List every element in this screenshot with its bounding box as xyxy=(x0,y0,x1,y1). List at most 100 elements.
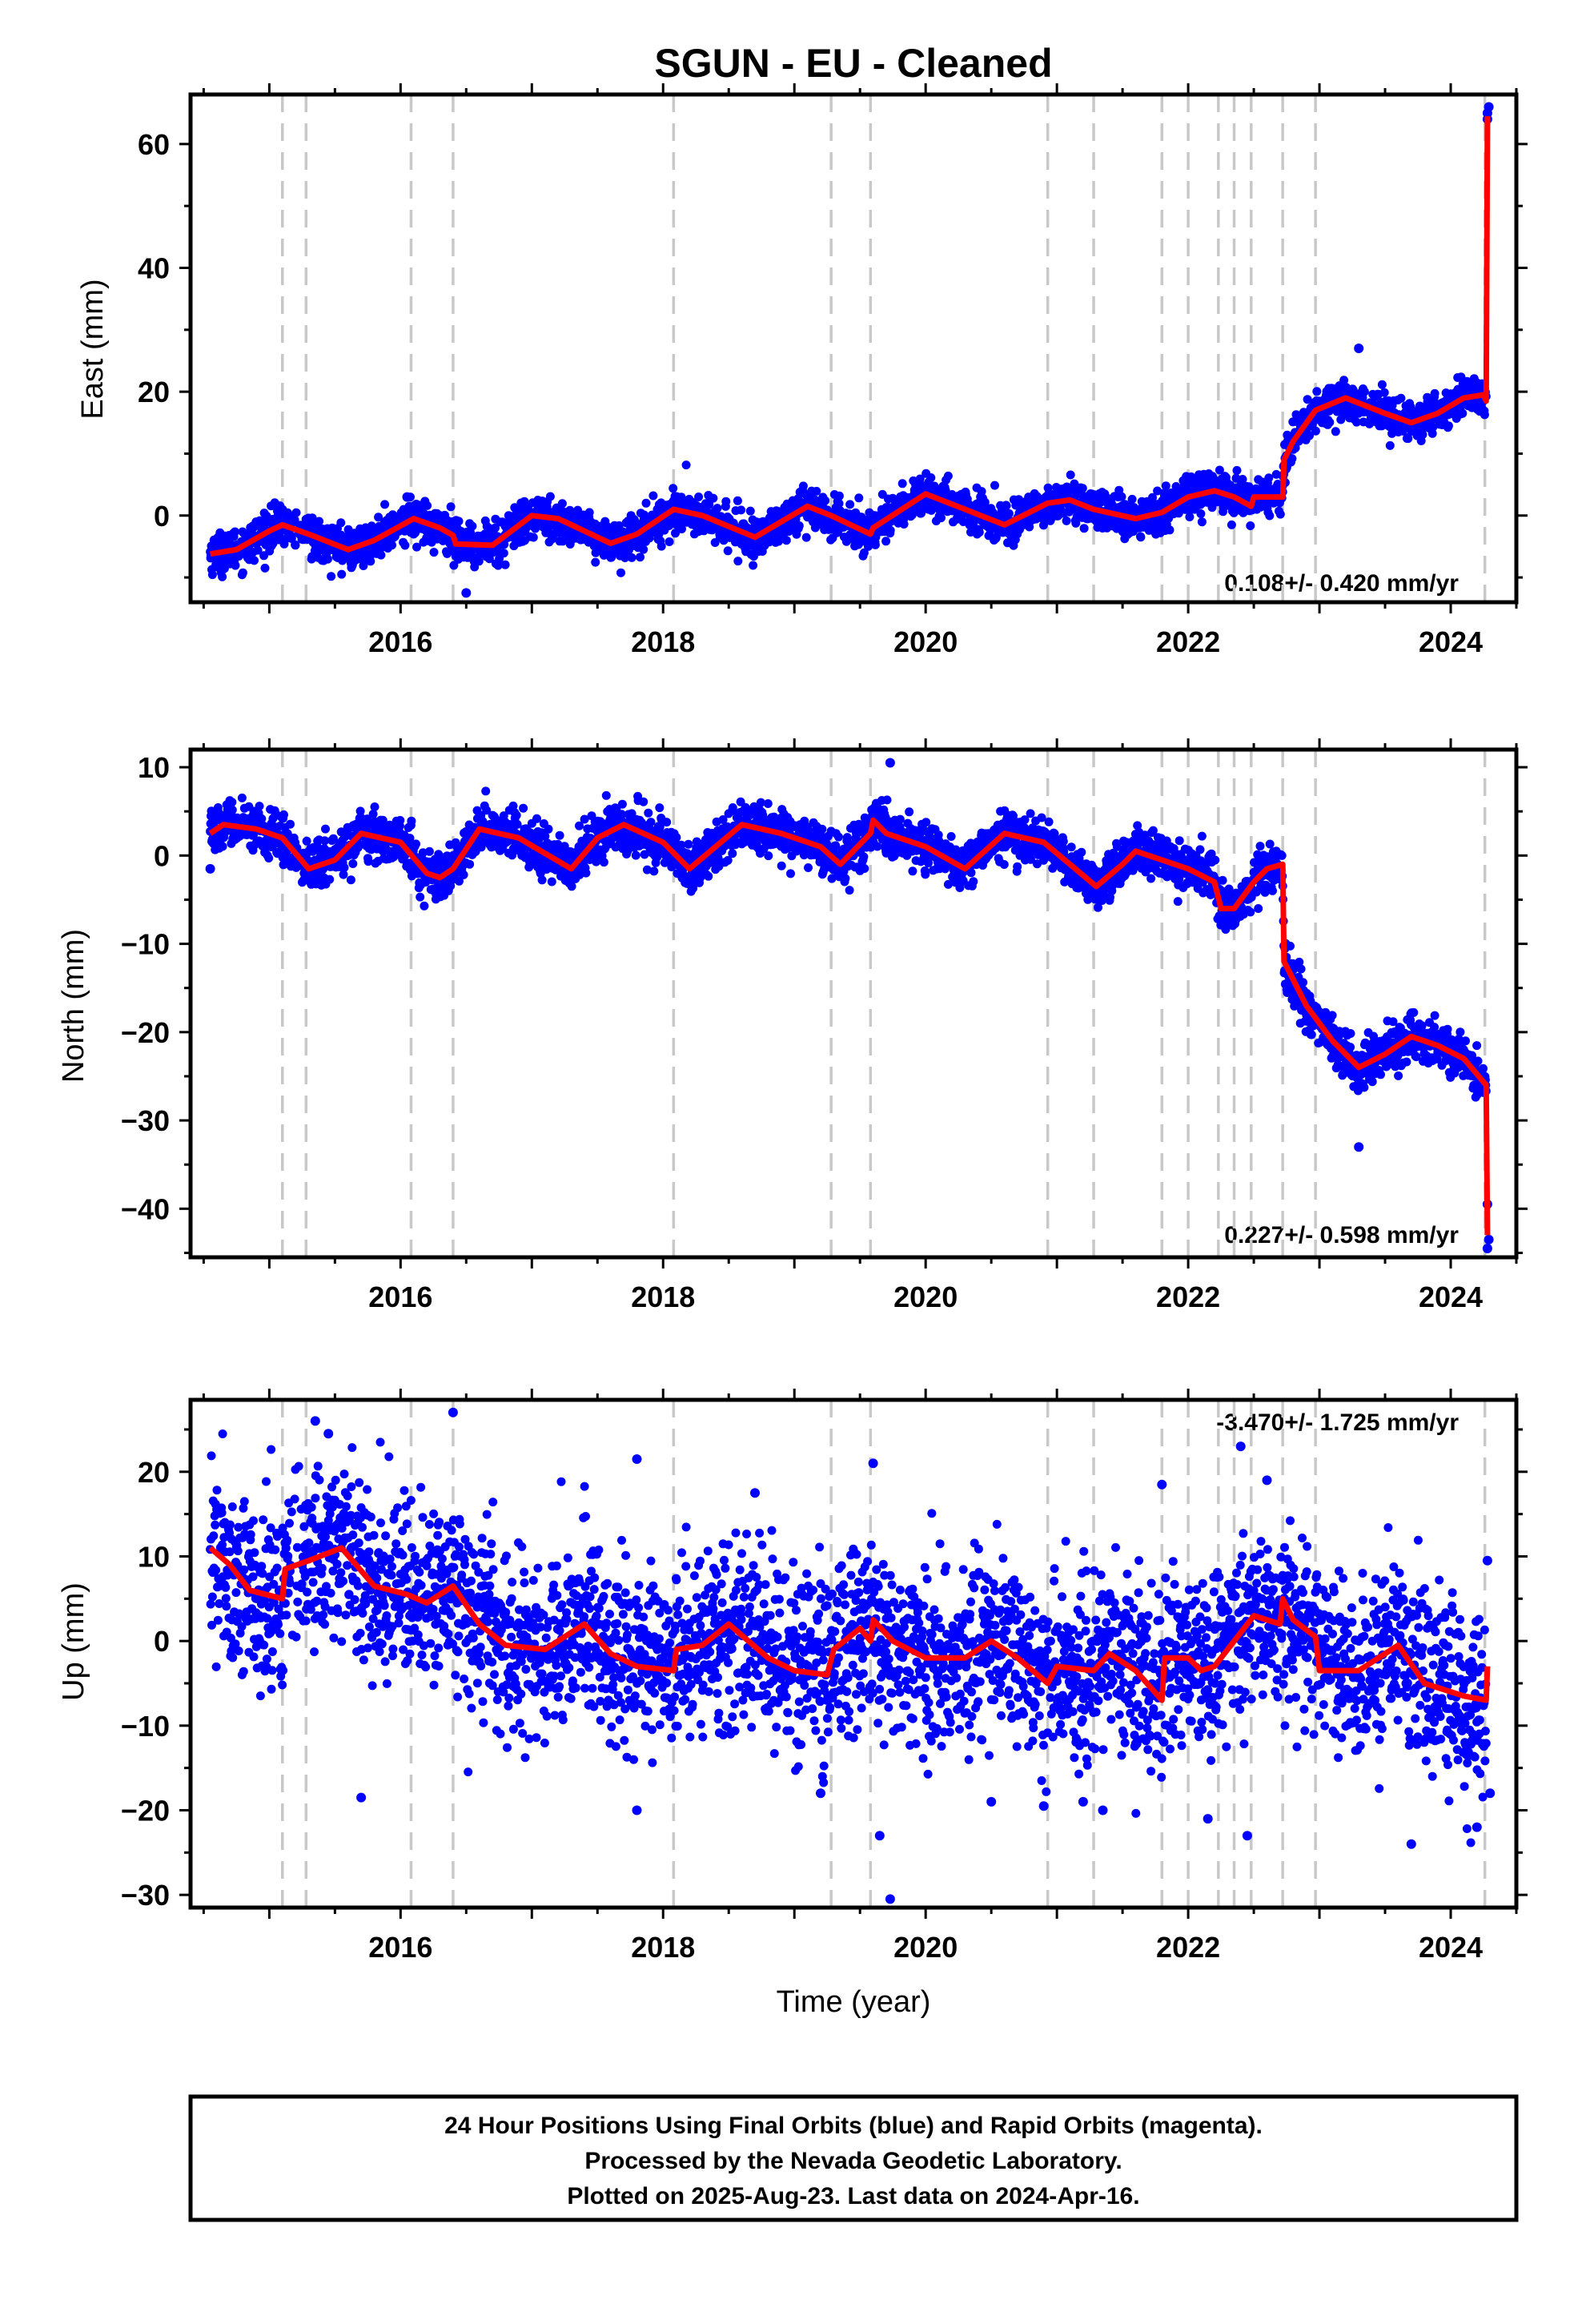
east-data-point xyxy=(784,527,793,537)
east-data-point xyxy=(1428,423,1438,432)
east-data-point xyxy=(380,500,390,509)
east-data-point xyxy=(694,493,704,501)
east-data-point xyxy=(1427,428,1437,438)
east-data-point xyxy=(834,499,844,509)
east-data-point xyxy=(449,561,459,570)
north-data-point xyxy=(639,797,648,806)
east-data-point xyxy=(1196,509,1206,518)
east-data-point xyxy=(639,545,648,554)
east-data-point xyxy=(926,473,936,482)
north-data-point xyxy=(302,836,311,846)
east-data-point xyxy=(1403,434,1413,444)
north-data-point xyxy=(207,806,216,816)
east-data-point xyxy=(881,537,891,546)
east-data-point xyxy=(721,497,731,506)
east-panel: East (mm) 0.108+/- 0.420 mm/yr 2016 2018 2… xyxy=(76,83,1528,658)
east-data-point xyxy=(400,541,410,550)
east-data-point xyxy=(885,525,895,535)
north-data-point xyxy=(459,870,468,879)
north-data-point xyxy=(348,859,358,868)
east-data-point xyxy=(1287,454,1297,464)
east-data-point xyxy=(327,572,336,581)
north-data-point xyxy=(519,803,528,813)
north-data-point xyxy=(416,892,425,902)
east-data-point xyxy=(336,518,346,528)
east-data-point xyxy=(627,553,636,562)
east-data-point xyxy=(937,513,946,523)
east-data-point xyxy=(474,557,484,566)
east-x-tick-label: 2022 xyxy=(1156,625,1220,658)
east-model-line xyxy=(210,116,1491,557)
east-data-point xyxy=(1246,521,1255,530)
east-data-point xyxy=(821,496,830,505)
east-data-point xyxy=(446,502,456,512)
east-data-point xyxy=(1232,465,1242,475)
east-data-point xyxy=(600,548,609,557)
north-data-point xyxy=(424,846,434,856)
east-data-point xyxy=(250,556,259,565)
north-data-point xyxy=(646,818,656,827)
east-data-point xyxy=(500,560,510,569)
east-data-point xyxy=(557,499,567,509)
east-data-point xyxy=(930,481,939,491)
east-data-point xyxy=(1185,513,1195,521)
east-data-point xyxy=(943,471,953,480)
east-data-point xyxy=(733,496,742,505)
north-data-point xyxy=(662,818,672,827)
east-rate-label: 0.108+/- 0.420 mm/yr xyxy=(1224,570,1459,597)
east-data-point xyxy=(1312,387,1322,396)
east-data-point xyxy=(1443,421,1453,431)
north-data-point xyxy=(279,810,288,819)
east-data-point xyxy=(493,561,503,570)
east-data-point xyxy=(545,492,555,501)
east-data-point xyxy=(315,517,324,526)
east-x-tick-label: 2020 xyxy=(893,625,958,658)
east-data-point xyxy=(974,528,984,537)
east-data-point xyxy=(423,501,432,510)
north-data-point xyxy=(649,866,659,876)
east-outlier-point xyxy=(461,588,472,598)
east-data-point xyxy=(528,533,538,542)
east-data-point xyxy=(1331,427,1340,436)
north-data-point xyxy=(512,810,521,820)
east-data-point xyxy=(665,537,674,546)
east-x-tick-label: 2024 xyxy=(1419,625,1483,658)
east-data-point xyxy=(429,548,439,557)
north-data-point xyxy=(286,819,295,829)
east-data-point xyxy=(1227,520,1236,529)
east-data-point xyxy=(1197,517,1207,527)
north-data-point xyxy=(537,875,547,885)
north-points xyxy=(205,758,1494,1253)
north-data-point xyxy=(532,814,541,823)
east-data-point xyxy=(1160,488,1170,497)
east-data-point xyxy=(1480,410,1489,420)
east-data-point xyxy=(899,520,909,529)
east-data-point xyxy=(977,487,986,497)
east-data-point xyxy=(801,533,811,542)
east-data-point xyxy=(337,569,347,579)
north-data-point xyxy=(339,862,349,872)
east-data-point xyxy=(1303,395,1312,404)
east-data-point xyxy=(491,523,500,533)
north-data-point xyxy=(227,805,237,814)
north-data-point xyxy=(346,875,355,885)
north-data-point xyxy=(599,858,608,867)
east-data-point xyxy=(1305,431,1314,440)
east-data-point xyxy=(669,484,678,493)
east-data-point xyxy=(1385,440,1395,450)
east-data-point xyxy=(745,506,755,516)
east-data-point xyxy=(253,545,263,555)
north-data-point xyxy=(728,849,737,858)
north-data-point xyxy=(237,793,247,802)
north-data-point xyxy=(684,839,693,849)
east-data-point xyxy=(1238,475,1247,484)
east-data-point xyxy=(713,504,722,513)
east-data-point xyxy=(1418,430,1427,440)
north-ylabel: North (mm) xyxy=(57,929,90,1083)
east-data-point xyxy=(1377,380,1387,389)
east-data-point xyxy=(1066,470,1075,480)
east-data-point xyxy=(854,493,864,503)
east-data-point xyxy=(1271,469,1281,479)
east-data-point xyxy=(1430,388,1439,398)
